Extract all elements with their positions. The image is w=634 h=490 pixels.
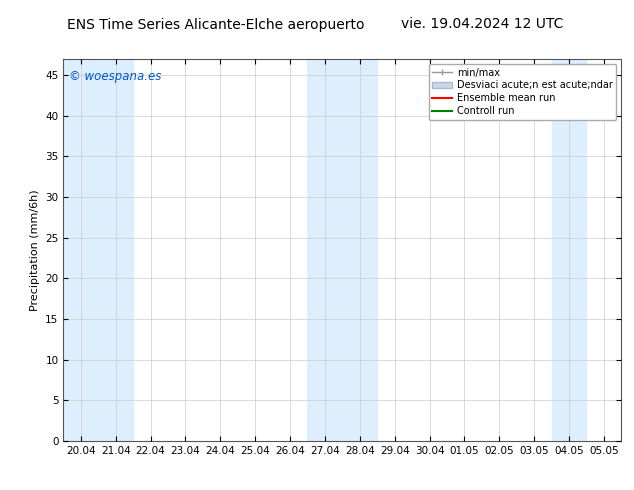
Text: ENS Time Series Alicante-Elche aeropuerto: ENS Time Series Alicante-Elche aeropuert… xyxy=(67,18,365,31)
Text: © woespana.es: © woespana.es xyxy=(69,70,162,83)
Bar xyxy=(342,59,377,441)
Bar xyxy=(552,59,586,441)
Bar xyxy=(98,59,133,441)
Text: vie. 19.04.2024 12 UTC: vie. 19.04.2024 12 UTC xyxy=(401,18,563,31)
Bar xyxy=(307,59,342,441)
Legend: min/max, Desviaci acute;n est acute;ndar, Ensemble mean run, Controll run: min/max, Desviaci acute;n est acute;ndar… xyxy=(429,64,616,120)
Bar xyxy=(63,59,98,441)
Y-axis label: Precipitation (mm/6h): Precipitation (mm/6h) xyxy=(30,189,40,311)
